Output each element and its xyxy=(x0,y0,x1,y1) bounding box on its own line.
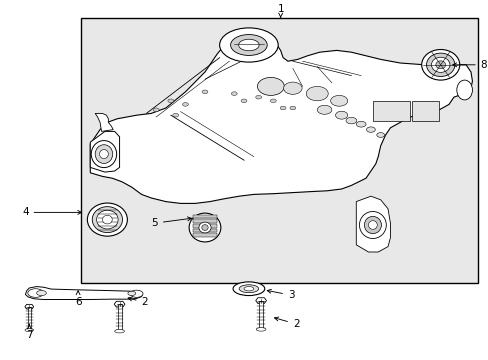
Ellipse shape xyxy=(435,61,445,69)
Ellipse shape xyxy=(100,150,108,159)
Ellipse shape xyxy=(167,99,173,103)
Text: 4: 4 xyxy=(22,207,81,217)
Ellipse shape xyxy=(127,291,135,296)
Ellipse shape xyxy=(230,35,266,55)
Text: 1: 1 xyxy=(277,4,284,17)
Ellipse shape xyxy=(202,225,208,230)
Bar xyxy=(192,219,217,223)
Text: 7: 7 xyxy=(26,324,33,340)
Ellipse shape xyxy=(430,57,449,72)
Ellipse shape xyxy=(359,212,386,239)
Ellipse shape xyxy=(97,210,118,229)
Ellipse shape xyxy=(189,213,221,242)
Ellipse shape xyxy=(421,50,459,80)
Ellipse shape xyxy=(346,117,356,124)
Bar xyxy=(81,18,477,283)
Ellipse shape xyxy=(241,99,246,103)
Ellipse shape xyxy=(244,287,253,291)
Ellipse shape xyxy=(233,282,264,296)
Text: 6: 6 xyxy=(75,291,81,307)
Ellipse shape xyxy=(305,86,327,101)
Ellipse shape xyxy=(366,127,375,132)
Ellipse shape xyxy=(256,328,265,331)
Bar xyxy=(192,215,217,218)
Ellipse shape xyxy=(376,133,384,138)
Ellipse shape xyxy=(37,291,46,296)
Ellipse shape xyxy=(25,329,34,332)
Ellipse shape xyxy=(280,106,285,110)
Ellipse shape xyxy=(283,82,302,94)
Ellipse shape xyxy=(199,222,211,233)
Ellipse shape xyxy=(255,95,261,99)
Ellipse shape xyxy=(335,111,347,119)
Text: 5: 5 xyxy=(151,217,191,228)
Bar xyxy=(118,304,122,331)
Polygon shape xyxy=(356,196,389,252)
Ellipse shape xyxy=(239,285,258,293)
Ellipse shape xyxy=(456,80,471,100)
Ellipse shape xyxy=(289,106,295,110)
Polygon shape xyxy=(95,113,113,131)
Ellipse shape xyxy=(153,108,159,112)
Text: 8: 8 xyxy=(452,60,487,70)
Polygon shape xyxy=(114,301,125,307)
Ellipse shape xyxy=(172,113,178,117)
Ellipse shape xyxy=(130,290,142,297)
Ellipse shape xyxy=(87,203,127,236)
Ellipse shape xyxy=(426,53,454,77)
Ellipse shape xyxy=(95,145,113,163)
Ellipse shape xyxy=(219,28,278,62)
Ellipse shape xyxy=(92,207,122,233)
Ellipse shape xyxy=(368,221,377,229)
Text: 2: 2 xyxy=(274,317,299,329)
Ellipse shape xyxy=(257,77,284,95)
Polygon shape xyxy=(25,305,34,309)
Ellipse shape xyxy=(91,141,117,168)
Bar xyxy=(411,101,438,121)
Ellipse shape xyxy=(364,216,381,234)
Ellipse shape xyxy=(115,329,124,333)
Polygon shape xyxy=(255,298,266,303)
Polygon shape xyxy=(25,287,142,300)
Text: 3: 3 xyxy=(267,289,294,300)
Polygon shape xyxy=(90,36,471,203)
Bar xyxy=(259,301,263,329)
Ellipse shape xyxy=(182,103,188,106)
Ellipse shape xyxy=(202,90,207,94)
Bar xyxy=(192,229,217,232)
Bar xyxy=(192,224,217,228)
Ellipse shape xyxy=(238,39,259,51)
Bar xyxy=(27,307,31,330)
Ellipse shape xyxy=(270,99,276,103)
Ellipse shape xyxy=(317,105,331,114)
Bar xyxy=(192,233,217,237)
Polygon shape xyxy=(90,131,120,172)
Ellipse shape xyxy=(356,121,366,127)
Bar xyxy=(373,101,409,121)
Ellipse shape xyxy=(231,92,237,95)
Ellipse shape xyxy=(102,215,112,224)
Ellipse shape xyxy=(28,289,43,297)
Ellipse shape xyxy=(330,95,347,106)
Text: 2: 2 xyxy=(128,297,148,307)
